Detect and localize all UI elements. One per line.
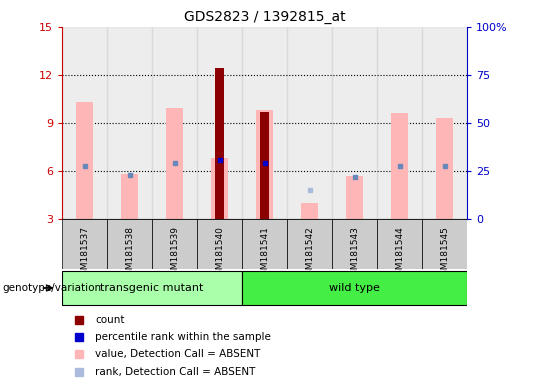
Text: rank, Detection Call = ABSENT: rank, Detection Call = ABSENT [95, 366, 255, 377]
Text: GSM181537: GSM181537 [80, 227, 89, 281]
Text: percentile rank within the sample: percentile rank within the sample [95, 332, 271, 342]
FancyBboxPatch shape [332, 219, 377, 269]
Text: GSM181544: GSM181544 [395, 227, 404, 281]
Text: GSM181538: GSM181538 [125, 227, 134, 281]
Bar [211, 158, 228, 219]
Bar [301, 203, 318, 219]
Text: wild type: wild type [329, 283, 380, 293]
Bar [215, 68, 224, 219]
Title: GDS2823 / 1392815_at: GDS2823 / 1392815_at [184, 10, 346, 25]
FancyBboxPatch shape [242, 219, 287, 269]
Text: GSM181545: GSM181545 [440, 227, 449, 281]
Bar [260, 112, 269, 219]
Bar [346, 176, 363, 219]
Bar [242, 27, 287, 219]
FancyBboxPatch shape [107, 219, 152, 269]
Text: transgenic mutant: transgenic mutant [100, 283, 204, 293]
FancyBboxPatch shape [377, 219, 422, 269]
Bar [152, 27, 197, 219]
Text: GSM181543: GSM181543 [350, 227, 359, 281]
Bar [166, 109, 183, 219]
Bar [76, 102, 93, 219]
Bar [197, 27, 242, 219]
Text: GSM181539: GSM181539 [170, 227, 179, 281]
Bar [121, 174, 138, 219]
FancyBboxPatch shape [287, 219, 332, 269]
Text: GSM181542: GSM181542 [305, 227, 314, 281]
FancyBboxPatch shape [62, 219, 107, 269]
FancyBboxPatch shape [62, 271, 242, 305]
FancyBboxPatch shape [242, 271, 467, 305]
Bar [332, 27, 377, 219]
Bar [107, 27, 152, 219]
Text: GSM181540: GSM181540 [215, 227, 224, 281]
Bar [256, 110, 273, 219]
Bar [62, 27, 107, 219]
Bar [377, 27, 422, 219]
Bar [422, 27, 467, 219]
FancyBboxPatch shape [152, 219, 197, 269]
FancyBboxPatch shape [422, 219, 467, 269]
Text: count: count [95, 314, 125, 325]
Text: genotype/variation: genotype/variation [3, 283, 102, 293]
Bar [391, 113, 408, 219]
Bar [287, 27, 332, 219]
Text: GSM181541: GSM181541 [260, 227, 269, 281]
Text: value, Detection Call = ABSENT: value, Detection Call = ABSENT [95, 349, 261, 359]
Bar [436, 118, 453, 219]
FancyBboxPatch shape [197, 219, 242, 269]
